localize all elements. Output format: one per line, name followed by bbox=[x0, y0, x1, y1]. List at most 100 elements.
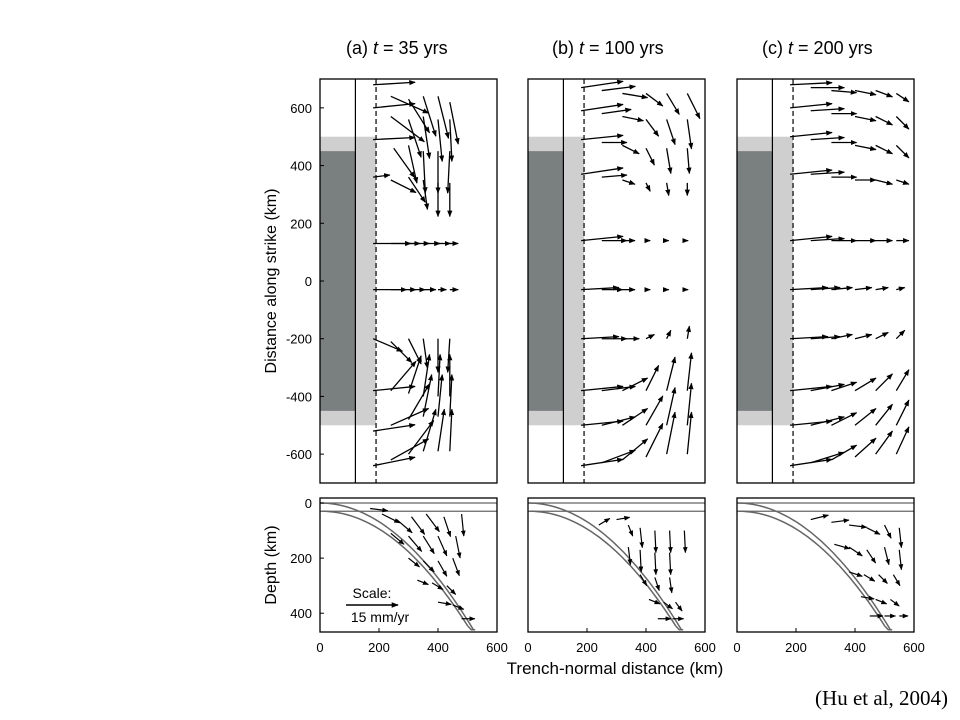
velocity-arrow bbox=[601, 84, 636, 92]
velocity-arrow bbox=[875, 285, 889, 292]
velocity-arrow bbox=[810, 169, 845, 176]
velocity-arrow bbox=[422, 338, 430, 369]
velocity-arrow bbox=[373, 80, 416, 86]
velocity-arrow bbox=[895, 92, 910, 103]
velocity-arrow bbox=[373, 423, 416, 432]
depth-velocity-arrow bbox=[675, 601, 683, 612]
depth-velocity-arrow bbox=[370, 507, 389, 513]
slab-top-line bbox=[319, 502, 475, 631]
velocity-arrow bbox=[601, 449, 636, 464]
depth-velocity-arrow bbox=[831, 518, 850, 524]
velocity-arrow bbox=[422, 408, 437, 452]
depth-tick-label: 0 bbox=[305, 496, 312, 511]
x-tick-label: 0 bbox=[733, 640, 740, 655]
depth-axis-label: Depth (km) bbox=[263, 525, 280, 604]
velocity-arrow bbox=[854, 377, 877, 392]
y-tick-label: -400 bbox=[286, 389, 312, 404]
velocity-arrow bbox=[581, 166, 624, 175]
velocity-arrow bbox=[449, 119, 455, 163]
velocity-arrow bbox=[686, 411, 694, 455]
velocity-arrow bbox=[686, 93, 701, 120]
panel-0: 0 200 400 600 600 400 200 0 -200 -400 -600 0 200 400 D… bbox=[263, 78, 508, 655]
velocity-arrow bbox=[407, 355, 422, 394]
panels-group: 0 200 400 600 600 400 200 0 -200 -400 -600 0 200 400 D… bbox=[263, 78, 925, 678]
depth-velocity-arrow bbox=[408, 557, 420, 568]
velocity-arrow bbox=[666, 148, 673, 175]
depth-velocity-arrow bbox=[410, 516, 426, 535]
y-tick-label: -600 bbox=[286, 447, 312, 462]
velocity-arrow bbox=[895, 144, 910, 159]
velocity-arrow bbox=[896, 179, 910, 185]
depth-velocity-arrow bbox=[639, 527, 645, 549]
depth-frame bbox=[736, 497, 915, 633]
depth-velocity-arrow bbox=[381, 513, 401, 524]
fault-zone-dark bbox=[737, 151, 773, 411]
depth-velocity-arrow bbox=[860, 595, 875, 601]
depth-velocity-arrow bbox=[443, 516, 452, 538]
depth-velocity-arrow bbox=[668, 530, 673, 554]
velocity-arrow bbox=[581, 285, 620, 291]
velocity-arrow bbox=[437, 373, 445, 417]
fault-zone-dark bbox=[320, 151, 356, 411]
depth-velocity-arrow bbox=[898, 549, 904, 571]
depth-velocity-arrow bbox=[460, 513, 466, 537]
velocity-arrow bbox=[810, 236, 845, 242]
velocity-arrow bbox=[854, 437, 877, 458]
y-tick-label: -200 bbox=[286, 332, 312, 347]
x-tick-label: 200 bbox=[368, 640, 390, 655]
scale-label: Scale: bbox=[353, 585, 392, 601]
velocity-arrow bbox=[666, 386, 677, 426]
depth-velocity-arrow bbox=[425, 513, 440, 533]
velocity-arrow bbox=[790, 101, 833, 109]
depth-velocity-arrow bbox=[452, 604, 465, 610]
velocity-arrow bbox=[645, 395, 664, 426]
depth-velocity-arrow bbox=[883, 546, 890, 566]
velocity-arrow bbox=[373, 384, 416, 392]
velocity-arrow bbox=[895, 426, 910, 455]
y-axis-label: Distance along strike (km) bbox=[263, 189, 280, 374]
depth-velocity-arrow bbox=[653, 530, 659, 554]
velocity-arrow bbox=[875, 179, 894, 186]
velocity-arrow bbox=[895, 369, 910, 391]
velocity-arrow bbox=[831, 285, 854, 291]
velocity-arrow bbox=[875, 430, 893, 455]
velocity-arrow bbox=[449, 408, 455, 452]
velocity-arrow bbox=[831, 333, 854, 340]
velocity-arrow bbox=[422, 373, 434, 417]
velocity-arrow bbox=[831, 381, 858, 392]
velocity-arrow bbox=[831, 89, 858, 95]
citation-text: (Hu et al, 2004) bbox=[815, 686, 948, 710]
velocity-arrow bbox=[666, 411, 677, 455]
depth-velocity-arrow bbox=[627, 547, 633, 566]
x-tick-label: 400 bbox=[635, 640, 657, 655]
velocity-arrow bbox=[875, 403, 893, 426]
depth-velocity-arrow bbox=[654, 577, 660, 592]
velocity-arrow bbox=[622, 115, 645, 123]
panel-c-title: (c) t = 200 yrs bbox=[762, 38, 873, 58]
depth-velocity-arrow bbox=[446, 585, 457, 595]
depth-velocity-arrow bbox=[848, 571, 863, 577]
velocity-arrow bbox=[437, 119, 445, 163]
depth-velocity-arrow bbox=[627, 524, 634, 537]
velocity-arrow bbox=[810, 334, 841, 340]
velocity-arrow bbox=[854, 407, 877, 426]
x-axis-label: Trench-normal distance (km) bbox=[507, 659, 724, 678]
depth-velocity-arrow bbox=[653, 552, 659, 576]
velocity-arrow bbox=[390, 360, 417, 392]
velocity-arrow bbox=[373, 135, 416, 141]
velocity-arrow bbox=[790, 285, 829, 291]
depth-velocity-arrow bbox=[668, 577, 674, 594]
depth-velocity-arrow bbox=[663, 601, 673, 610]
velocity-arrow bbox=[437, 408, 447, 452]
velocity-arrow bbox=[790, 168, 833, 175]
velocity-arrow bbox=[875, 115, 894, 126]
x-tick-label: 200 bbox=[785, 640, 807, 655]
depth-frame bbox=[319, 497, 498, 633]
velocity-arrow bbox=[896, 286, 906, 292]
velocity-arrow bbox=[601, 172, 628, 179]
velocity-arrow bbox=[854, 333, 873, 340]
velocity-arrow bbox=[895, 399, 910, 426]
velocity-arrow bbox=[422, 151, 428, 194]
depth-velocity-arrow bbox=[639, 574, 648, 587]
y-tick-label: 0 bbox=[305, 274, 312, 289]
